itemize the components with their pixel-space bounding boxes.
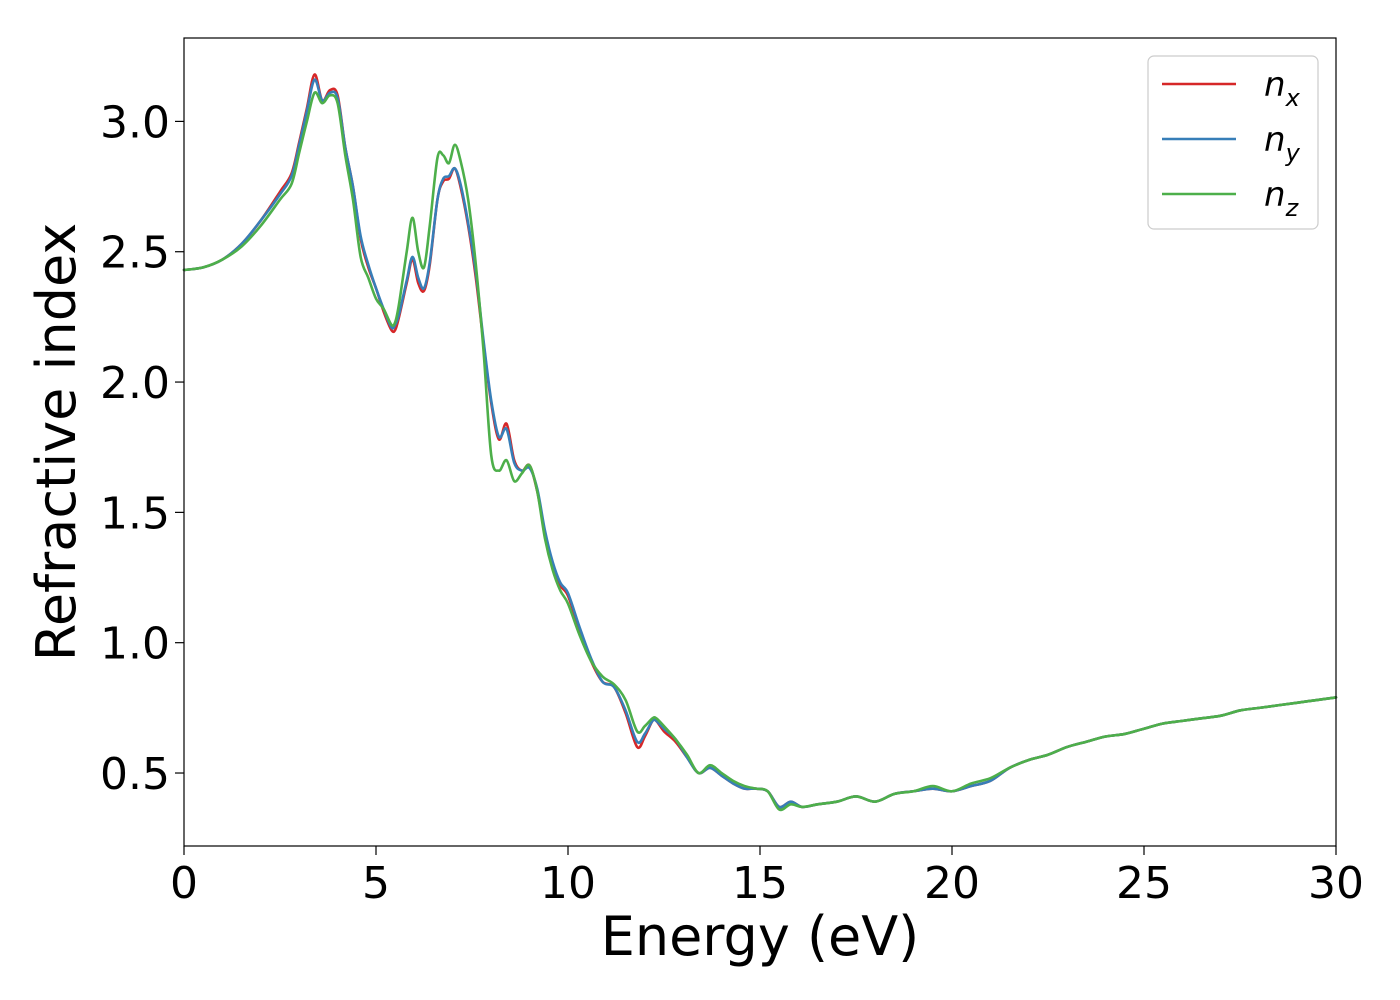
- series-line-z: [182, 90, 1338, 812]
- x-tick-label: 0: [170, 858, 198, 909]
- x-axis-label: Energy (eV): [601, 905, 920, 968]
- y-axis-label: Refractive index: [25, 223, 88, 662]
- x-tick-label: 10: [540, 858, 596, 909]
- y-tick-label: 1.0: [100, 619, 170, 670]
- legend-box: [1147, 55, 1319, 230]
- series-layer: [182, 73, 1338, 812]
- y-tick-label: 2.5: [100, 228, 170, 279]
- x-tick-label: 5: [362, 858, 390, 909]
- y-axis-ticks: 0.5 1.0 1.5 2.0 2.5 3.0: [100, 97, 184, 800]
- y-tick-label: 1.5: [100, 488, 170, 539]
- x-tick-label: 20: [924, 858, 980, 909]
- legend-label-x: nx: [1264, 65, 1301, 112]
- x-tick-label: 15: [732, 858, 788, 909]
- legend-label-z: nz: [1264, 175, 1300, 222]
- y-tick-label: 0.5: [100, 749, 170, 800]
- x-tick-label: 25: [1116, 858, 1172, 909]
- y-tick-label: 2.0: [100, 358, 170, 409]
- y-tick-label: 3.0: [100, 97, 170, 148]
- legend: nx ny nz: [1147, 55, 1319, 230]
- x-axis-ticks: 0 5 10 15 20 25 30: [170, 846, 1364, 909]
- x-tick-label: 30: [1308, 858, 1364, 909]
- legend-label-y: ny: [1264, 120, 1301, 167]
